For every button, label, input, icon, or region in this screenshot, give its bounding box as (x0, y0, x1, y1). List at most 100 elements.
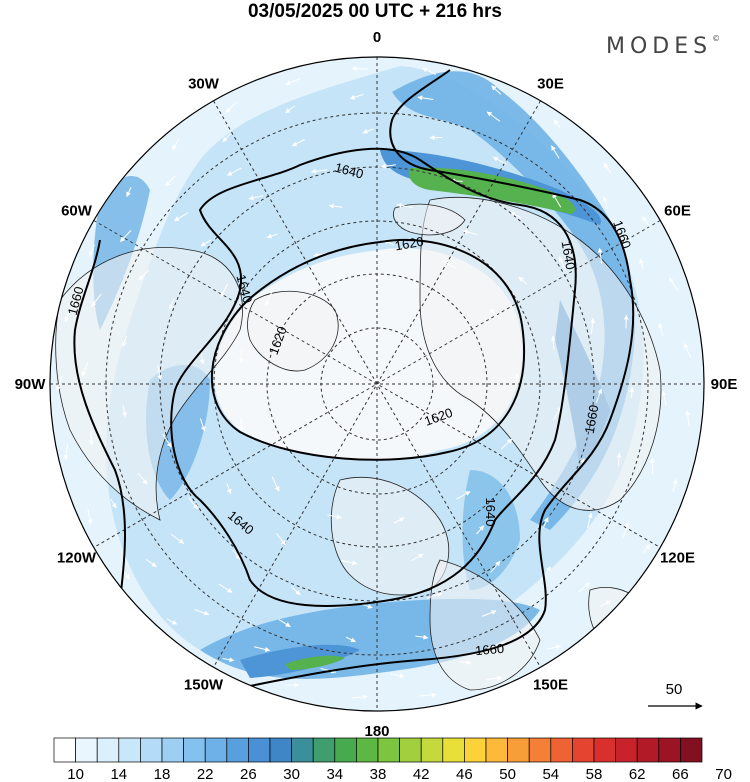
colorbar-tick-label: 26 (240, 766, 257, 782)
wind-arrow (110, 498, 117, 509)
brand-logo: MODES© (606, 34, 720, 59)
colorbar-swatch (572, 737, 595, 763)
wind-arrow (313, 252, 328, 258)
wind-arrow (89, 244, 95, 257)
wind-arrow (120, 230, 132, 242)
wind-arrow (351, 66, 368, 72)
colorbar-tick-label: 22 (197, 766, 214, 782)
wind-arrow (87, 509, 93, 525)
colorbar-swatch (528, 737, 552, 763)
wind-arrow (345, 636, 356, 643)
colorbar-tick-label: 62 (629, 766, 646, 782)
wind-arrow (602, 196, 609, 209)
wind-arrow (194, 609, 210, 616)
colorbar-swatch (464, 737, 487, 763)
wind-arrow (629, 387, 635, 398)
wind-arrow (550, 335, 556, 350)
wind-arrow (271, 476, 280, 492)
longitude-label: 150W (184, 677, 224, 694)
wind-arrow (491, 85, 502, 95)
wind-arrow (672, 478, 678, 493)
graticule (50, 57, 704, 711)
colorbar-swatch (550, 737, 573, 763)
longitude-label: 120E (660, 550, 695, 567)
colorbar-tick-label: 58 (586, 766, 603, 782)
wind-arrow (170, 533, 185, 544)
longitude-label: 60E (664, 203, 691, 220)
longitude-label: 180 (364, 723, 389, 740)
longitude-label: 90E (711, 376, 738, 393)
wind-arrow (126, 186, 132, 198)
colorbar-tick-label: 14 (110, 766, 127, 782)
wind-arrow (165, 175, 176, 187)
wind-arrow (462, 229, 478, 236)
wind-arrow (658, 322, 664, 337)
longitude-label: 90W (15, 376, 47, 393)
wind-arrow (284, 105, 296, 114)
wind-arrow (476, 525, 485, 535)
wind-arrow (603, 162, 612, 174)
wind-arrow (310, 168, 328, 174)
colorbar-swatch (53, 737, 76, 763)
colorbar-tick-label: 34 (326, 766, 343, 782)
colorbar-swatch (269, 737, 292, 763)
longitude-label: 0 (373, 29, 381, 46)
colorbar-swatch (636, 737, 660, 763)
wind-arrow (550, 145, 560, 159)
contour-label: 1640 (559, 240, 579, 271)
wind-arrow (188, 497, 199, 510)
wind-arrow (162, 433, 172, 448)
contour-label: 1660 (65, 285, 87, 317)
wind-arrow (422, 67, 436, 75)
wind-arrow (138, 269, 150, 281)
wind-arrow (510, 211, 522, 219)
wind-arrow (291, 139, 305, 147)
contour-label: 1640 (333, 160, 365, 182)
wind-arrow (552, 405, 563, 421)
wind-arrow (145, 559, 157, 568)
wind-arrow (661, 390, 667, 406)
longitude-label: 30E (537, 76, 564, 93)
contour-label: 1640 (483, 498, 498, 527)
longitude-labels: 180 150E 120E 90E 60E 30E 0 30W 60W 90W 120W 150W (15, 29, 738, 740)
wind-arrow (341, 559, 358, 566)
copyright-mark: © (712, 34, 721, 43)
colorbar-swatch (420, 737, 444, 763)
wind-arrow (199, 418, 206, 432)
colorbar-tick-label: 50 (499, 766, 516, 782)
wind-arrow (552, 193, 562, 208)
colorbar-swatch (399, 737, 422, 763)
wind-arrow (328, 203, 343, 209)
colorbar-swatch (615, 737, 638, 763)
wind-arrow (459, 660, 472, 666)
wind-arrow (352, 694, 368, 700)
wind-arrow (590, 317, 596, 335)
wind-arrow (173, 212, 189, 222)
colorbar-tick-label: 54 (542, 766, 559, 782)
wind-arrow (232, 549, 241, 560)
wind-arrow (248, 195, 264, 201)
map-disk: 1620 1620 1620 1640 1640 1640 1640 1640 … (50, 57, 704, 711)
wind-arrow (587, 512, 593, 529)
map-border (49, 56, 705, 712)
longitude-label: 120W (57, 550, 97, 567)
colorbar-swatch (658, 737, 681, 763)
wind-arrow (599, 600, 612, 607)
contour-1660-north (229, 69, 635, 691)
colorbar-swatch (507, 737, 530, 763)
height-contours (73, 69, 635, 691)
colorbar: 10 14 18 22 26 30 34 38 42 46 50 54 58 62 66 70 (53, 737, 732, 782)
wind-arrow (442, 260, 457, 270)
wind-arrow (349, 93, 364, 100)
wind-arrow (362, 128, 374, 134)
colorbar-swatch (593, 737, 616, 763)
wind-arrow (121, 335, 128, 348)
wind-arrow (685, 410, 691, 426)
wind-arrow (137, 472, 148, 485)
wind-arrow (222, 133, 231, 142)
longitude-label: 30W (188, 76, 220, 93)
wind-arrow (481, 610, 497, 617)
contour-label: 1640 (233, 273, 255, 305)
wind-arrow (225, 101, 237, 113)
